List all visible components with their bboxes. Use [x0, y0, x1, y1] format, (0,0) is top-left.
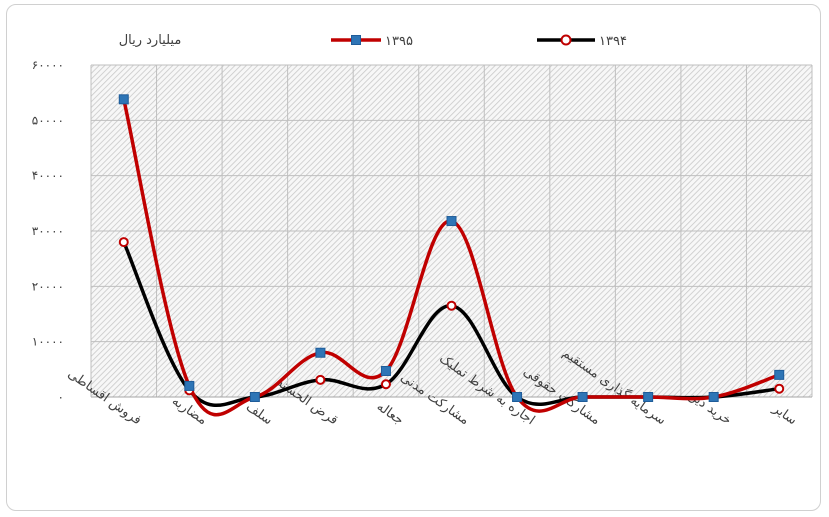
y-tick-label: ۴۰۰۰۰ — [32, 169, 64, 183]
data-point — [512, 392, 523, 402]
unit-label: میلیارد ریال — [119, 33, 182, 48]
gridlines — [90, 64, 813, 398]
data-point — [446, 216, 457, 227]
data-point — [380, 379, 391, 390]
legend-label-1394: ۱۳۹۴ — [599, 34, 627, 49]
y-tick-label: ۱۰۰۰۰ — [32, 335, 64, 349]
data-point — [643, 392, 654, 402]
data-point — [446, 300, 457, 311]
x-category-label: سلف — [243, 400, 275, 429]
x-category-label: سایر — [769, 401, 799, 429]
data-point — [577, 392, 588, 402]
data-point — [315, 347, 326, 358]
x-category-label: جعاله — [374, 399, 407, 428]
y-tick-label: ۶۰۰۰۰ — [32, 58, 64, 72]
data-point — [380, 365, 391, 376]
legend-marker-1395 — [351, 35, 361, 45]
legend-label-1395: ۱۳۹۵ — [385, 34, 413, 49]
data-point — [118, 94, 129, 105]
data-point — [118, 237, 129, 248]
legend: ۱۳۹۵ ۱۳۹۴ — [331, 34, 627, 49]
y-tick-label: ۲۰۰۰۰ — [32, 279, 64, 293]
series-markers — [118, 94, 785, 402]
y-tick-label: ۳۰۰۰۰ — [32, 224, 64, 238]
legend-item-1394: ۱۳۹۴ — [537, 34, 627, 49]
data-point — [774, 383, 785, 394]
data-point — [315, 374, 326, 385]
legend-marker-1394 — [560, 34, 572, 46]
y-axis-ticks: ۰ ۱۰۰۰۰ ۲۰۰۰۰ ۳۰۰۰۰ ۴۰۰۰۰ ۵۰۰۰۰ ۶۰۰۰۰ — [32, 58, 64, 404]
legend-item-1395: ۱۳۹۵ — [331, 34, 413, 49]
data-point — [184, 380, 195, 391]
data-point — [774, 369, 785, 380]
data-point — [249, 392, 260, 402]
y-tick-label: ۰ — [58, 390, 64, 404]
data-point — [708, 392, 719, 402]
y-tick-label: ۵۰۰۰۰ — [32, 113, 64, 127]
